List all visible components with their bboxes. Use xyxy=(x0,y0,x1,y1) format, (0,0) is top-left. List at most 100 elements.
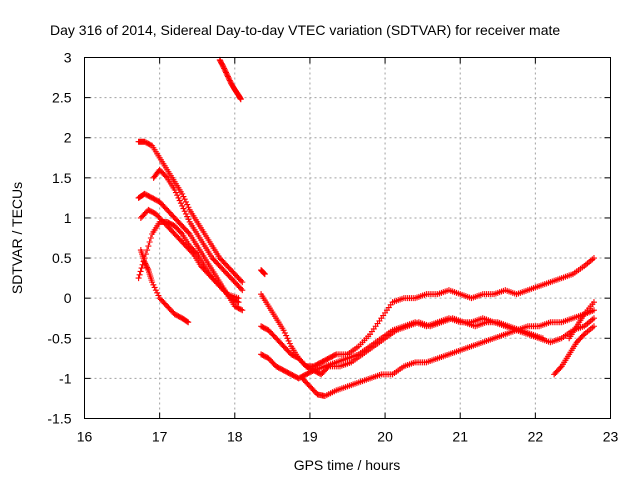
plot-frame xyxy=(84,57,611,419)
y-axis-label: SDTVAR / TECUs xyxy=(9,182,25,294)
x-tick-label: 21 xyxy=(452,429,468,445)
y-tick-label: 0 xyxy=(64,290,72,306)
data-point xyxy=(176,197,183,204)
series-track-n xyxy=(566,299,597,342)
data-point xyxy=(331,351,338,358)
x-tick-label: 16 xyxy=(77,429,93,445)
x-axis-label: GPS time / hours xyxy=(294,457,401,473)
data-point xyxy=(144,265,151,272)
y-tick-label: 0.5 xyxy=(52,250,72,266)
series-track-m xyxy=(551,323,597,378)
series-track-a xyxy=(135,138,246,286)
series-track-g xyxy=(216,56,244,103)
data-point xyxy=(226,77,233,84)
data-point xyxy=(579,332,586,339)
data-point xyxy=(590,323,597,330)
data-point xyxy=(181,208,188,215)
data-point xyxy=(172,189,179,196)
grid-layer xyxy=(84,57,611,419)
y-tick-label: -1.5 xyxy=(47,411,71,427)
data-point xyxy=(221,66,228,73)
data-point xyxy=(222,68,229,75)
data-point xyxy=(142,261,149,268)
data-point xyxy=(238,277,245,284)
series-track-e xyxy=(137,247,192,326)
data-point xyxy=(223,289,230,296)
data-point xyxy=(239,307,246,314)
data-point xyxy=(179,190,186,197)
data-point xyxy=(171,186,178,193)
data-point xyxy=(184,201,191,208)
series-track-f xyxy=(150,166,246,294)
data-point xyxy=(185,229,192,236)
y-tick-label: -1 xyxy=(59,370,72,386)
data-point xyxy=(185,204,192,211)
data-point xyxy=(224,72,231,79)
chart-title: Day 316 of 2014, Sidereal Day-to-day VTE… xyxy=(50,22,560,38)
data-point xyxy=(179,202,186,209)
x-tick-label: 20 xyxy=(377,429,393,445)
y-tick-label: 2.5 xyxy=(52,90,72,106)
data-point xyxy=(180,205,187,212)
data-point xyxy=(151,284,158,291)
data-point xyxy=(185,216,192,223)
y-tick-label: 1.5 xyxy=(52,170,72,186)
data-point xyxy=(284,335,291,342)
data-point xyxy=(590,307,597,314)
y-tick-label: 2 xyxy=(64,130,72,146)
data-point xyxy=(239,279,246,286)
data-point xyxy=(175,194,182,201)
data-point xyxy=(182,210,189,217)
data-point xyxy=(143,263,150,270)
data-point xyxy=(181,196,188,203)
data-point xyxy=(152,287,159,294)
series-track-l xyxy=(299,307,597,400)
data-point xyxy=(238,306,245,313)
data-point xyxy=(154,289,161,296)
data-point xyxy=(221,65,228,72)
data-point xyxy=(557,364,564,371)
x-tick-label: 17 xyxy=(152,429,168,445)
data-point xyxy=(141,259,148,266)
series-track-b xyxy=(135,190,246,314)
data-point xyxy=(177,200,184,207)
data-point xyxy=(184,318,191,325)
series-track-k xyxy=(258,315,597,382)
data-point xyxy=(146,239,153,246)
y-tick-label: 3 xyxy=(64,50,72,66)
data-point xyxy=(224,73,231,80)
data-point xyxy=(225,74,232,81)
data-point xyxy=(135,275,142,282)
data-point xyxy=(150,281,157,288)
series-track-i xyxy=(258,255,597,370)
data-point xyxy=(155,292,162,299)
data-point xyxy=(283,332,290,339)
data-point xyxy=(590,299,597,306)
data-point xyxy=(237,96,244,103)
data-layer xyxy=(135,56,597,400)
tick-layer: 16 17 18 19 20 21 22 23 3 2.5 2 1.5 1 0.5 0 -0.5 -1 -1.5 xyxy=(47,50,618,445)
data-point xyxy=(142,260,149,267)
data-point xyxy=(177,229,184,236)
x-tick-label: 23 xyxy=(603,429,619,445)
data-point xyxy=(286,340,293,347)
data-point xyxy=(285,337,292,344)
data-point xyxy=(281,329,288,336)
data-point xyxy=(182,198,189,205)
data-point xyxy=(260,269,267,276)
data-point xyxy=(192,249,199,256)
data-point xyxy=(174,192,181,199)
x-tick-label: 19 xyxy=(302,429,318,445)
series-track-h xyxy=(258,267,268,278)
data-point xyxy=(226,76,233,83)
x-tick-label: 18 xyxy=(227,429,243,445)
data-point xyxy=(162,173,169,180)
y-tick-label: 1 xyxy=(64,210,72,226)
data-point xyxy=(239,287,246,294)
data-point xyxy=(220,64,227,71)
data-point xyxy=(261,271,268,278)
x-tick-label: 22 xyxy=(528,429,544,445)
data-point xyxy=(180,193,187,200)
data-point xyxy=(138,265,145,272)
